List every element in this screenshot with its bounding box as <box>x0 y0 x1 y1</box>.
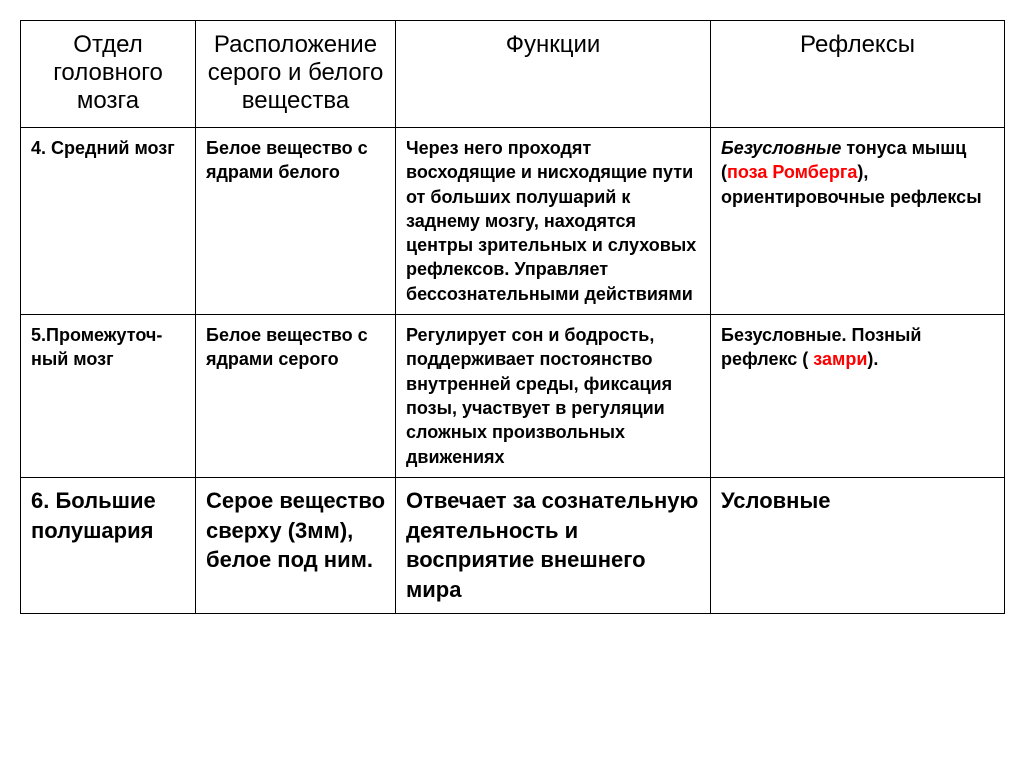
brain-regions-table: Отдел головного мозга Расположение серог… <box>20 20 1005 614</box>
table-cell: Безусловные. Позный рефлекс ( замри). <box>711 315 1005 478</box>
table-cell: Отвечает за сознательную деятельность и … <box>396 477 711 613</box>
table-body: 4. Средний мозгБелое вещество с ядрами б… <box>21 128 1005 614</box>
text-run: замри <box>813 349 867 369</box>
table-cell: Белое вещество с ядрами серого <box>196 315 396 478</box>
table-header: Отдел головного мозга Расположение серог… <box>21 21 1005 128</box>
table-cell: Регулирует сон и бодрость, поддерживает … <box>396 315 711 478</box>
table-row: 5.Промежуточ-ный мозгБелое вещество с яд… <box>21 315 1005 478</box>
table-cell: Через него проходят восходящие и нисходя… <box>396 128 711 315</box>
col-header-matter: Расположение серого и белого вещества <box>196 21 396 128</box>
table-row: 4. Средний мозгБелое вещество с ядрами б… <box>21 128 1005 315</box>
text-run: ). <box>867 349 878 369</box>
table-cell: 5.Промежуточ-ный мозг <box>21 315 196 478</box>
text-run: Безусловные <box>721 138 841 158</box>
col-header-functions: Функции <box>396 21 711 128</box>
table-cell: Белое вещество с ядрами белого <box>196 128 396 315</box>
table-cell: 4. Средний мозг <box>21 128 196 315</box>
col-header-region: Отдел головного мозга <box>21 21 196 128</box>
table-cell: Условные <box>711 477 1005 613</box>
table-cell: 6. Большие полушария <box>21 477 196 613</box>
table-row: 6. Большие полушарияСерое вещество сверх… <box>21 477 1005 613</box>
col-header-reflexes: Рефлексы <box>711 21 1005 128</box>
table-cell: Безусловные тонуса мышц (поза Ромберга),… <box>711 128 1005 315</box>
text-run: поза Ромберга <box>727 162 857 182</box>
table-cell: Серое вещество сверху (3мм), белое под н… <box>196 477 396 613</box>
